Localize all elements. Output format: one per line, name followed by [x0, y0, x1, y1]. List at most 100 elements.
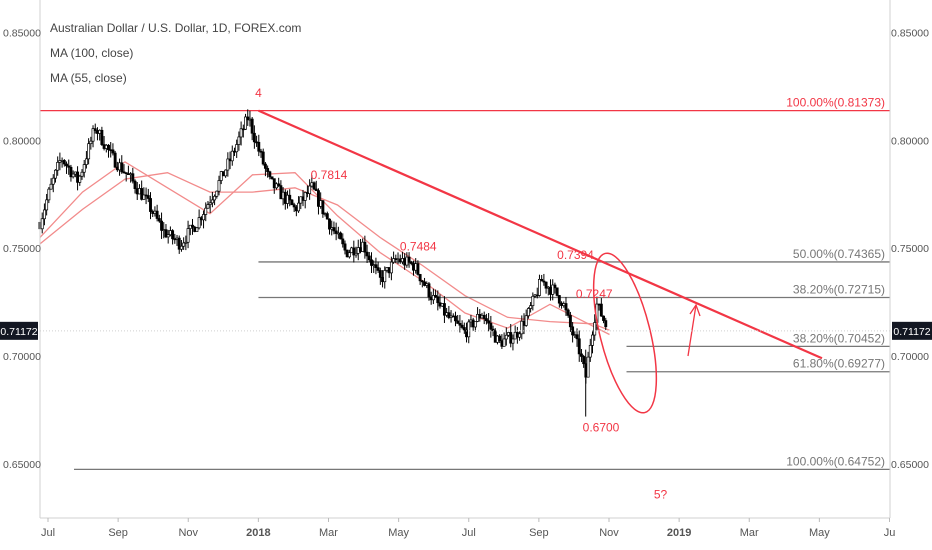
candle-body: [325, 213, 329, 220]
candle-body: [526, 308, 530, 317]
candle-body: [107, 144, 110, 151]
candle-body: [215, 190, 219, 197]
x-tick-label: Nov: [178, 527, 198, 539]
candle-body: [133, 180, 137, 189]
candle-body: [208, 202, 212, 205]
candle-body: [582, 356, 586, 365]
candle-body: [347, 252, 351, 258]
candle-body: [47, 188, 51, 201]
candle-body: [604, 320, 608, 328]
candle-body: [557, 295, 561, 304]
candle-body: [467, 321, 471, 338]
candle-body: [288, 194, 292, 201]
candle-body: [591, 334, 594, 346]
candle-body: [599, 303, 603, 317]
candle-body: [69, 166, 73, 178]
candle-body: [120, 162, 124, 173]
x-tick-label: Jul: [41, 527, 55, 539]
candle-body: [314, 188, 318, 191]
candle-body: [246, 116, 250, 121]
candle-body: [54, 169, 57, 179]
candle-body: [277, 183, 281, 186]
candle-body: [529, 305, 533, 309]
level-label: 100.00%(0.81373): [786, 96, 885, 110]
candle-body: [182, 242, 186, 247]
candle-body: [487, 320, 491, 324]
x-tick-label: 2018: [246, 527, 270, 539]
candle-body: [427, 283, 431, 298]
annotation-label: 0.7247: [576, 287, 613, 301]
candle-body: [321, 200, 325, 215]
y-tick-label-left: 0.70000: [3, 351, 41, 363]
candle-body: [420, 280, 424, 283]
candle-body: [160, 220, 163, 231]
candle-body: [431, 295, 435, 301]
candle-body: [237, 136, 241, 145]
highlight-ellipse: [592, 252, 658, 414]
candle-body: [113, 152, 117, 168]
candle-body: [416, 263, 420, 275]
x-tick-label: Mar: [319, 527, 338, 539]
y-tick-label-left: 0.75000: [3, 243, 41, 255]
candle-body: [339, 232, 343, 240]
price-series: [38, 109, 608, 417]
y-tick-label-right: 0.70000: [891, 351, 929, 363]
candle-body: [352, 247, 356, 256]
last-price-badge-left: [0, 321, 38, 340]
candle-body: [577, 338, 581, 355]
candle-body: [62, 160, 66, 165]
candle-body: [498, 335, 502, 342]
candle-body: [409, 261, 413, 264]
annotation-label: 0.7484: [400, 239, 437, 253]
candle-body: [473, 321, 477, 328]
candle-body: [195, 227, 199, 232]
candle-body: [272, 178, 276, 189]
candle-body: [217, 180, 221, 192]
x-tick-label: 2019: [667, 527, 691, 539]
candle-body: [392, 258, 396, 263]
candle-body: [504, 334, 508, 340]
candle-body: [332, 227, 336, 232]
candle-body: [593, 322, 597, 336]
candle-body: [191, 224, 194, 228]
candle-body: [317, 190, 320, 207]
candle-body: [142, 194, 146, 200]
candle-body: [111, 149, 115, 154]
level-label: 50.00%(0.74365): [793, 247, 885, 261]
candle-body: [365, 251, 369, 257]
candle-body: [489, 322, 493, 330]
candle-body: [354, 252, 358, 256]
y-tick-label-left: 0.65000: [3, 459, 41, 471]
candle-body: [308, 185, 312, 194]
candle-body: [297, 202, 301, 212]
candle-body: [93, 128, 97, 131]
y-tick-label-right: 0.85000: [891, 27, 929, 39]
candle-body: [171, 230, 175, 240]
fibonacci-levels: 100.00%(0.81373) 50.00%(0.74365) 38.20%(0.…: [40, 96, 890, 471]
level-label: 38.20%(0.72715): [793, 283, 885, 297]
candle-body: [328, 218, 331, 230]
candle-body: [407, 256, 411, 263]
candle-body: [157, 218, 161, 222]
candle-body: [383, 270, 387, 283]
y-tick-label-left: 0.85000: [3, 27, 41, 39]
candle-body: [389, 261, 393, 274]
moving-averages: [39, 161, 610, 336]
level-label: 61.80%(0.69277): [793, 357, 885, 371]
candle-body: [551, 284, 555, 295]
legend-ma-55: MA (55, close): [50, 71, 127, 85]
x-tick-label: May: [388, 527, 409, 539]
y-tick-label-left: 0.80000: [3, 135, 41, 147]
candle-body: [518, 333, 522, 338]
candle-body: [588, 345, 592, 358]
candle-body: [575, 334, 579, 340]
candle-body: [363, 241, 367, 253]
y-tick-label-right: 0.75000: [891, 243, 929, 255]
x-tick-label: Ju: [884, 527, 896, 539]
candle-body: [586, 356, 590, 378]
candle-body: [164, 229, 168, 238]
projection-arrowhead: [689, 303, 701, 317]
candle-body: [454, 315, 457, 322]
candle-body: [166, 234, 170, 238]
